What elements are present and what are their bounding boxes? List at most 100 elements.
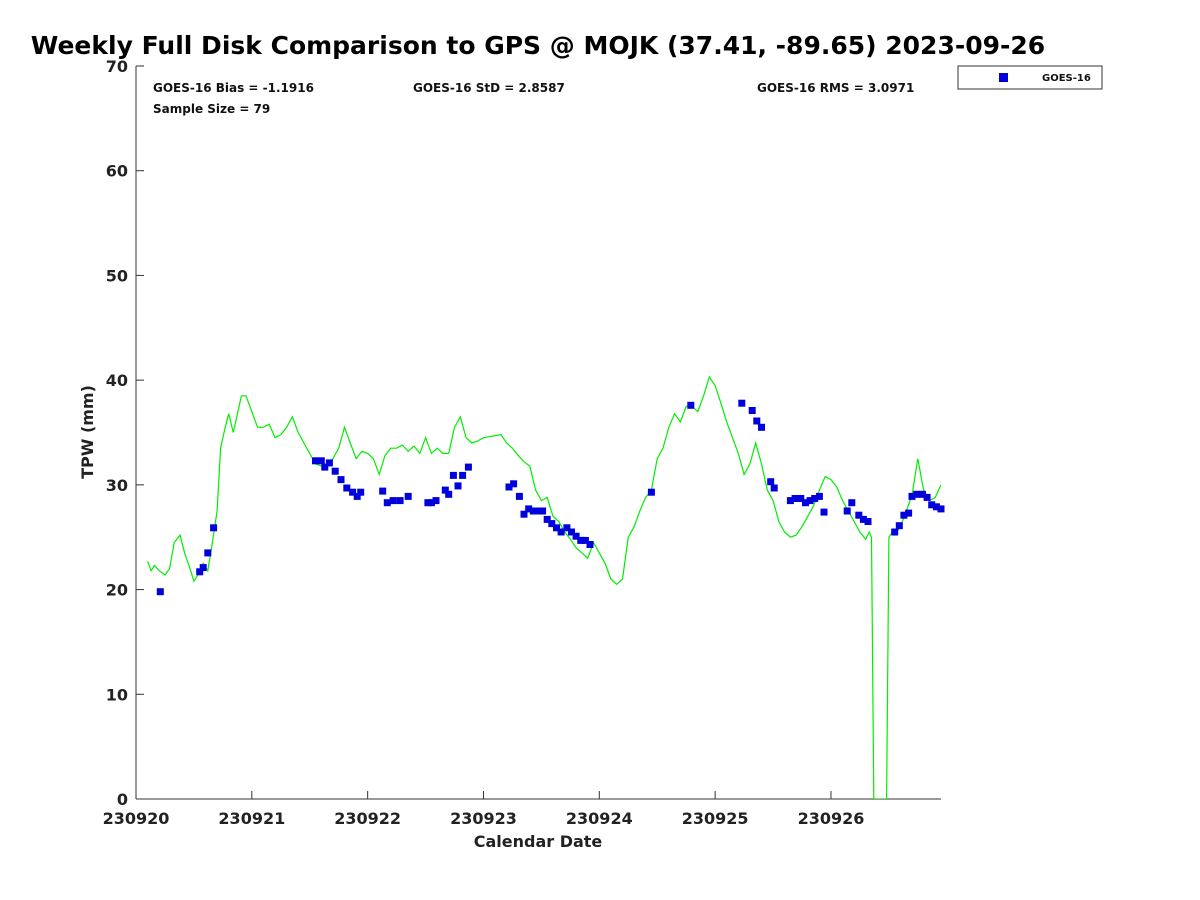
data-point-goes16 xyxy=(510,480,518,488)
data-point-goes16 xyxy=(515,492,523,500)
data-point-goes16 xyxy=(539,507,547,515)
x-tick-label: 230921 xyxy=(218,809,285,828)
data-point-goes16 xyxy=(331,467,339,475)
data-point-goes16 xyxy=(383,499,391,507)
data-point-goes16 xyxy=(859,515,867,523)
data-point-goes16 xyxy=(891,528,899,536)
data-point-goes16 xyxy=(848,499,856,507)
data-point-goes16 xyxy=(520,510,528,518)
data-point-goes16 xyxy=(396,497,404,505)
data-point-goes16 xyxy=(919,490,926,498)
data-point-goes16 xyxy=(441,486,449,494)
data-point-goes16 xyxy=(379,487,387,495)
data-point-goes16 xyxy=(913,490,921,498)
stat-rms: GOES-16 RMS = 3.0971 xyxy=(757,81,914,95)
data-point-goes16 xyxy=(449,471,457,479)
data-point-goes16 xyxy=(738,399,746,407)
y-tick-label: 20 xyxy=(106,581,128,600)
data-point-goes16 xyxy=(802,499,809,507)
data-point-goes16 xyxy=(464,463,472,471)
data-point-goes16 xyxy=(317,457,325,465)
y-tick-label: 70 xyxy=(106,57,128,76)
data-point-goes16 xyxy=(647,488,655,496)
data-point-goes16 xyxy=(357,488,365,496)
data-point-goes16 xyxy=(312,457,319,465)
y-tick-label: 40 xyxy=(106,371,128,390)
gps-layer xyxy=(147,375,941,799)
data-point-goes16 xyxy=(349,488,357,496)
data-point-goes16 xyxy=(895,522,903,530)
data-point-goes16 xyxy=(525,505,533,513)
chart-title: Weekly Full Disk Comparison to GPS @ MOJ… xyxy=(31,31,1045,60)
x-tick-label: 230923 xyxy=(450,809,517,828)
data-point-goes16 xyxy=(770,484,778,492)
data-point-goes16 xyxy=(534,507,542,515)
data-point-goes16 xyxy=(864,518,872,525)
data-point-goes16 xyxy=(445,490,453,498)
legend-marker-goes16 xyxy=(999,73,1008,82)
y-ticks: 0 10 20 30 40 50 60 70 xyxy=(106,57,144,809)
y-tick-label: 50 xyxy=(106,266,128,285)
data-point-goes16 xyxy=(905,509,913,517)
stat-sample-size: Sample Size = 79 xyxy=(153,102,270,116)
data-point-goes16 xyxy=(543,515,551,523)
data-point-goes16 xyxy=(786,497,794,505)
data-point-goes16 xyxy=(806,497,814,505)
x-tick-label: 230920 xyxy=(103,809,170,828)
data-point-goes16 xyxy=(797,495,805,502)
data-point-goes16 xyxy=(811,495,819,502)
data-point-goes16 xyxy=(572,532,580,540)
x-tick-label: 230922 xyxy=(334,809,401,828)
data-point-goes16 xyxy=(758,423,765,431)
data-point-goes16 xyxy=(563,524,571,532)
data-point-goes16 xyxy=(204,549,212,557)
data-point-goes16 xyxy=(156,588,164,596)
data-point-goes16 xyxy=(855,511,863,519)
data-point-goes16 xyxy=(325,459,333,467)
legend-label-goes16: GOES-16 xyxy=(1042,73,1091,84)
legend-box xyxy=(957,65,1103,90)
stat-std: GOES-16 StD = 2.8587 xyxy=(413,81,565,95)
y-axis-label: TPW (mm) xyxy=(78,385,97,479)
legend: GOES-16 xyxy=(957,65,1103,90)
data-point-goes16 xyxy=(748,407,756,414)
data-point-goes16 xyxy=(753,417,761,425)
x-tick-label: 230924 xyxy=(566,809,633,828)
data-point-goes16 xyxy=(196,568,204,576)
goes-layer xyxy=(156,399,945,596)
y-tick-label: 60 xyxy=(106,162,128,181)
data-point-goes16 xyxy=(404,492,412,500)
data-point-goes16 xyxy=(432,497,440,505)
data-point-goes16 xyxy=(557,528,565,536)
data-point-goes16 xyxy=(923,493,931,501)
x-tick-label: 230926 xyxy=(798,809,865,828)
x-tick-label: 230925 xyxy=(682,809,749,828)
data-point-goes16 xyxy=(791,495,799,502)
data-point-goes16 xyxy=(353,492,361,500)
data-point-goes16 xyxy=(459,471,467,479)
data-point-goes16 xyxy=(767,478,775,486)
data-point-goes16 xyxy=(568,528,575,536)
data-point-goes16 xyxy=(843,507,851,515)
data-point-goes16 xyxy=(343,484,351,492)
data-point-goes16 xyxy=(548,520,556,528)
y-tick-label: 10 xyxy=(106,685,128,704)
data-point-goes16 xyxy=(908,492,916,500)
data-point-goes16 xyxy=(454,482,462,490)
data-point-goes16 xyxy=(687,401,695,409)
data-point-goes16 xyxy=(389,497,397,505)
data-point-goes16 xyxy=(937,505,945,513)
stat-bias: GOES-16 Bias = -1.1916 xyxy=(153,81,314,95)
x-axis-label: Calendar Date xyxy=(474,832,603,851)
plot-frame xyxy=(136,66,941,799)
stats-block: GOES-16 Bias = -1.1916 GOES-16 StD = 2.8… xyxy=(153,81,914,116)
data-point-goes16 xyxy=(586,541,594,548)
data-point-goes16 xyxy=(529,507,537,515)
x-ticks: 230920 230921 230922 230923 230924 230925 2309… xyxy=(103,791,865,828)
plot-area xyxy=(135,66,945,800)
data-point-goes16 xyxy=(577,536,585,544)
series-line-gps xyxy=(147,375,941,799)
data-point-goes16 xyxy=(505,483,513,491)
data-point-goes16 xyxy=(815,492,823,500)
